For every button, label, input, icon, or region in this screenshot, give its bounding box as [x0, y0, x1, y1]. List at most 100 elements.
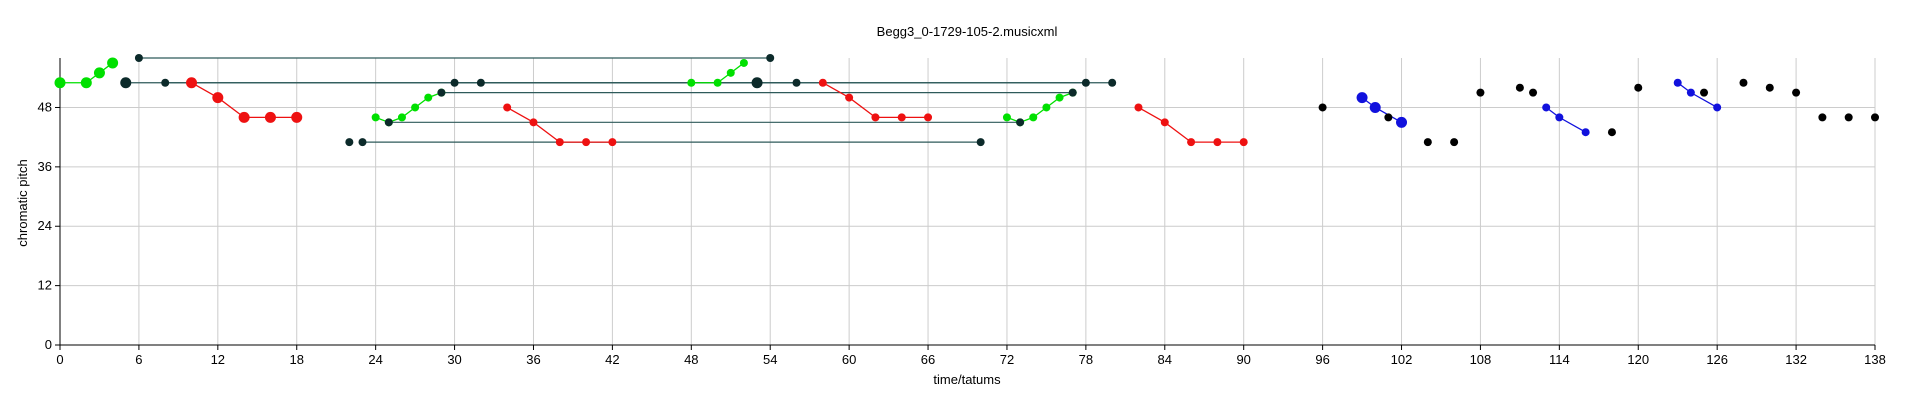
x-tick-label: 120 [1627, 352, 1649, 367]
note-point [751, 77, 763, 89]
note-point [1002, 113, 1011, 122]
series-line [1677, 82, 1718, 109]
x-tick-label: 42 [605, 352, 619, 367]
note-point [437, 88, 446, 97]
note-point [1239, 138, 1248, 147]
note-point [358, 138, 367, 147]
note-point [1792, 88, 1801, 97]
x-tick-label: 126 [1706, 352, 1728, 367]
note-point [1160, 118, 1169, 127]
y-ticks: 0 12 24 36 48 [38, 99, 60, 352]
series [54, 54, 1879, 147]
note-point [687, 78, 696, 87]
y-tick-label: 24 [38, 218, 52, 233]
note-point [1713, 103, 1722, 112]
note-point [1396, 116, 1408, 128]
note-point [345, 138, 354, 147]
note-point [1134, 103, 1143, 112]
grid [59, 58, 1876, 346]
note-point [1476, 88, 1485, 97]
x-tick-label: 72 [1000, 352, 1014, 367]
note-point [1055, 93, 1064, 102]
x-tick-label: 30 [447, 352, 461, 367]
note-point [120, 77, 132, 89]
series-line [506, 106, 613, 143]
x-axis-label: time/tatums [933, 372, 1001, 387]
x-tick-label: 18 [290, 352, 304, 367]
note-point [1555, 113, 1564, 122]
note-point [397, 113, 406, 122]
note-point [1356, 92, 1368, 104]
x-tick-label: 114 [1549, 352, 1570, 367]
note-point [1108, 78, 1117, 87]
x-tick-label: 24 [368, 352, 382, 367]
note-point [161, 78, 170, 87]
note-point [450, 78, 459, 87]
note-point [1515, 83, 1524, 92]
series-line [691, 62, 745, 84]
x-ticks: 0 6 12 18 24 30 36 42 48 54 60 66 72 78 84 90 96 102 108 11… [56, 345, 1886, 367]
note-point [291, 111, 303, 123]
note-point [1213, 138, 1222, 147]
note-point [1529, 88, 1538, 97]
note-point [264, 111, 276, 123]
x-tick-label: 132 [1785, 352, 1807, 367]
note-point [845, 93, 854, 102]
note-point [713, 78, 722, 87]
note-point [582, 138, 591, 147]
note-point [1634, 83, 1643, 92]
note-point [1871, 113, 1879, 122]
note-point [134, 54, 143, 62]
note-point [93, 67, 105, 79]
note-point [976, 138, 985, 147]
note-point [1423, 138, 1432, 147]
x-tick-label: 78 [1079, 352, 1093, 367]
chart-title: Begg3_0-1729-105-2.musicxml [877, 24, 1058, 39]
x-tick-label: 90 [1236, 352, 1250, 367]
note-point [476, 78, 485, 87]
note-point [212, 92, 224, 104]
series-line [822, 82, 929, 119]
note-point [766, 54, 775, 62]
note-point [1042, 103, 1051, 112]
note-point [1686, 88, 1695, 97]
note-point [739, 58, 748, 67]
axes [59, 58, 1875, 346]
note-point [726, 68, 735, 77]
note-point [555, 138, 564, 147]
note-point [1739, 78, 1748, 87]
note-point [384, 118, 393, 127]
note-point [1450, 138, 1459, 147]
x-tick-label: 0 [56, 352, 63, 367]
note-point [424, 93, 433, 102]
note-point [371, 113, 380, 122]
x-tick-label: 36 [526, 352, 540, 367]
y-tick-label: 48 [38, 99, 52, 114]
note-point [1673, 78, 1682, 87]
x-tick-label: 48 [684, 352, 698, 367]
y-tick-label: 36 [38, 159, 52, 174]
note-point [1765, 83, 1774, 92]
y-tick-label: 0 [45, 337, 52, 352]
note-point [1700, 88, 1709, 97]
note-point [897, 113, 906, 122]
note-point [80, 77, 92, 89]
note-point [818, 78, 827, 87]
note-point [107, 57, 119, 69]
note-point [503, 103, 512, 112]
x-tick-label: 84 [1158, 352, 1172, 367]
note-point [1016, 118, 1025, 127]
note-point [1607, 128, 1616, 137]
note-point [238, 111, 250, 123]
note-point [1581, 128, 1590, 137]
note-point [792, 78, 801, 87]
tie-links [125, 57, 1113, 143]
x-tick-label: 66 [921, 352, 935, 367]
note-point [924, 113, 933, 122]
note-point [1818, 113, 1827, 122]
x-tick-label: 12 [211, 352, 225, 367]
series-line [1138, 106, 1244, 143]
note-point [1384, 113, 1393, 122]
note-point [1369, 101, 1381, 113]
